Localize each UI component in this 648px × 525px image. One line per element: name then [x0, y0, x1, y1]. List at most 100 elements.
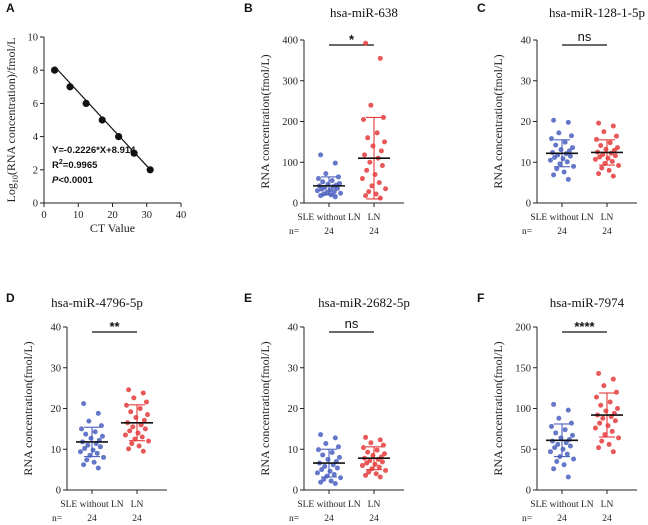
a-y-tick-label: 6: [33, 99, 38, 110]
b-data-point: [376, 180, 382, 186]
e-y-tick-label: 0: [293, 486, 298, 497]
c-y-tick-label: 10: [521, 158, 532, 169]
c-data-point: [610, 123, 616, 129]
e-data-point: [318, 432, 324, 438]
a-y-tick-label: 0: [33, 199, 38, 210]
d-data-point: [130, 424, 136, 430]
c-data-point: [567, 153, 573, 159]
c-data-point: [608, 150, 614, 156]
c-data-point: [554, 166, 560, 172]
b-data-point: [379, 163, 385, 169]
e-data-point: [322, 463, 328, 469]
f-y-tick-label: 0: [526, 486, 531, 497]
c-y-tick-label: 0: [526, 199, 531, 210]
f-data-point: [564, 451, 570, 457]
e-category-label: SLE without LN: [297, 500, 360, 510]
b-data-point: [332, 160, 338, 166]
e-title: hsa-miR-2682-5p: [318, 295, 410, 310]
d-data-point: [136, 443, 142, 449]
d-y-axis-label: RNA concentration(fmol/L): [21, 341, 35, 475]
a-y-tick-label: 2: [33, 165, 38, 176]
d-data-point: [95, 410, 101, 416]
e-category-label: LN: [368, 500, 381, 510]
c-data-point: [565, 119, 571, 125]
a-data-point: [98, 116, 106, 124]
c-data-point: [556, 130, 562, 136]
b-data-point: [323, 171, 329, 177]
e-data-point: [323, 441, 329, 447]
a-x-tick-label: 40: [176, 210, 187, 221]
b-data-point: [377, 55, 383, 61]
d-title: hsa-miR-4796-5p: [51, 295, 143, 310]
f-y-tick-label: 100: [515, 404, 531, 415]
d-data-point: [92, 429, 98, 435]
b-data-point: [319, 186, 325, 192]
d-data-point: [139, 434, 145, 440]
d-data-point: [126, 446, 132, 452]
b-data-point: [382, 139, 387, 145]
e-data-point: [365, 449, 371, 455]
e-data-point: [366, 469, 372, 475]
f-data-point: [554, 458, 560, 464]
f-data-point: [553, 430, 559, 436]
c-data-point: [616, 163, 622, 169]
f-data-point: [551, 466, 557, 472]
f-data-point: [552, 445, 558, 451]
d-data-point: [84, 457, 90, 463]
b-significance-label: *: [349, 32, 355, 47]
e-data-point: [368, 440, 374, 446]
f-data-point: [610, 376, 616, 382]
d-data-point: [146, 438, 152, 444]
d-data-point: [140, 448, 146, 454]
e-data-point: [318, 479, 324, 485]
b-data-point: [364, 167, 370, 173]
d-data-point: [94, 450, 100, 456]
f-data-point: [607, 399, 613, 405]
a-data-point: [115, 133, 123, 141]
c-data-point: [557, 161, 563, 167]
b-data-point: [359, 176, 365, 182]
panel-letter: B: [244, 1, 253, 15]
d-n-value: 24: [87, 514, 97, 524]
d-data-point: [97, 444, 103, 450]
f-data-point: [610, 449, 616, 455]
c-data-point: [551, 117, 557, 123]
e-data-point: [370, 452, 376, 458]
e-data-point: [335, 444, 341, 450]
a-y-tick-label: 4: [33, 132, 39, 143]
e-n-prefix: n=: [289, 514, 299, 524]
f-data-point: [603, 408, 609, 414]
d-data-point: [98, 423, 104, 429]
c-data-point: [599, 165, 605, 171]
e-data-point: [364, 460, 370, 466]
a-x-axis-label: CT Value: [90, 221, 135, 235]
e-data-point: [382, 451, 387, 457]
e-data-point: [331, 472, 337, 478]
a-x-tick-label: 20: [107, 210, 118, 221]
b-data-point: [368, 102, 374, 108]
c-n-value: 24: [557, 227, 567, 237]
d-data-point: [101, 454, 107, 460]
d-data-point: [142, 426, 148, 432]
d-data-point: [137, 406, 143, 411]
panel-letter: C: [477, 1, 486, 15]
a-x-tick-label: 0: [41, 210, 46, 221]
b-n-prefix: n=: [289, 227, 299, 237]
d-data-point: [141, 417, 147, 423]
d-data-point: [124, 402, 129, 408]
e-n-value: 24: [369, 514, 379, 524]
e-data-point: [374, 447, 380, 453]
c-category-label: LN: [601, 213, 614, 223]
c-data-point: [607, 140, 613, 146]
c-data-point: [598, 143, 604, 149]
b-data-point: [338, 190, 344, 196]
c-data-point: [592, 156, 598, 162]
b-data-point: [370, 143, 376, 149]
f-data-point: [571, 456, 577, 462]
d-data-point: [143, 399, 149, 405]
e-data-point: [314, 470, 320, 476]
a-data-point: [82, 99, 90, 107]
b-data-point: [335, 174, 341, 180]
b-y-tick-label: 300: [282, 76, 298, 87]
